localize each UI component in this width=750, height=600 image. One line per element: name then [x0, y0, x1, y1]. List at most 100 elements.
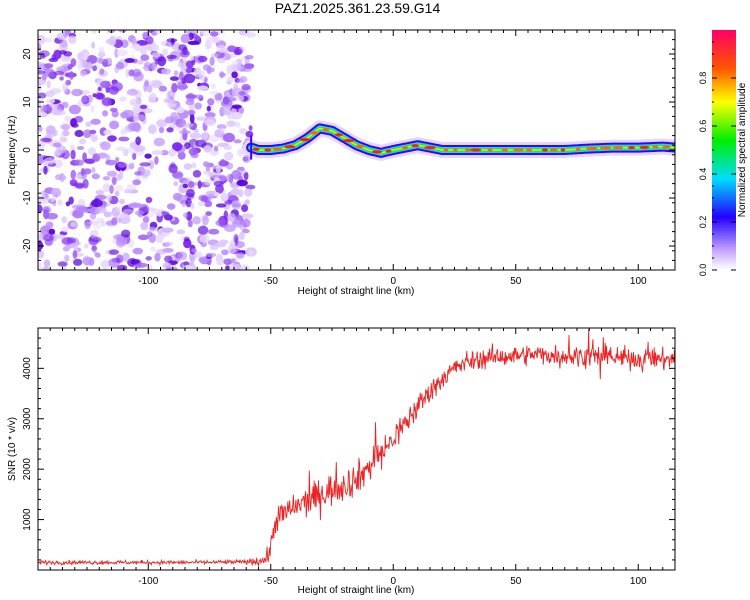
noise-blob [121, 229, 131, 238]
noise-blob [202, 130, 209, 141]
noise-blob [108, 36, 117, 46]
noise-blob [173, 70, 179, 76]
noise-blob [152, 44, 160, 52]
noise-blob [215, 219, 226, 227]
noise-blob [62, 124, 70, 131]
noise-blob [137, 234, 150, 241]
noise-blob [215, 99, 222, 104]
noise-blob [153, 137, 165, 147]
noise-blob [149, 160, 154, 170]
noise-blob [79, 138, 87, 145]
noise-blob [148, 264, 153, 270]
ridge-peak [411, 144, 419, 148]
noise-blob [144, 153, 152, 159]
noise-blob [188, 147, 198, 156]
noise-blob [212, 36, 222, 43]
noise-blob [221, 105, 233, 116]
noise-blob [116, 174, 121, 181]
noise-blob [57, 261, 68, 267]
noise-blob [132, 152, 137, 160]
noise-blob [143, 64, 152, 72]
ridge-peak [343, 139, 355, 143]
noise-blob [238, 91, 246, 96]
noise-blob [234, 263, 241, 270]
noise-blob [168, 149, 176, 157]
noise-blob [200, 195, 208, 202]
noise-blob [145, 256, 152, 261]
noise-blob [106, 170, 117, 177]
snr-plot-area [38, 329, 675, 567]
colorbar-label: Normalized spectral amplitude [737, 82, 748, 217]
colorbar-tick-label: 0.2 [698, 216, 708, 229]
y-tick-label: 20 [22, 48, 33, 60]
noise-blob [150, 246, 156, 252]
ridge-peak [464, 148, 471, 152]
noise-blob [52, 71, 65, 76]
ridge-peak [541, 148, 549, 152]
noise-blob [70, 58, 77, 67]
noise-blob [135, 136, 142, 146]
ridge-peak [443, 148, 449, 152]
noise-blob [214, 242, 226, 248]
noise-blob [116, 264, 128, 270]
noise-blob [189, 132, 202, 139]
noise-blob [196, 116, 208, 121]
noise-blob [140, 169, 151, 177]
noise-blob [231, 169, 242, 180]
noise-blob [216, 260, 224, 266]
noise-blob [202, 215, 210, 226]
noise-blob [209, 56, 215, 66]
noise-blob [157, 56, 167, 67]
noise-blob [67, 35, 77, 44]
noise-blob [43, 157, 56, 165]
noise-blob [115, 254, 124, 264]
noise-blob [219, 71, 225, 79]
noise-blob [111, 176, 117, 186]
ridge-peak [334, 133, 343, 137]
x-tick-label: 100 [630, 276, 647, 287]
noise-blob [204, 39, 212, 50]
snr-series-line [38, 329, 675, 567]
noise-blob [220, 159, 226, 166]
noise-blob [183, 73, 196, 84]
noise-blob [248, 125, 253, 131]
noise-blob [94, 92, 104, 100]
x-tick-label: 50 [510, 576, 522, 587]
colorbar-tick-label: 0.4 [698, 168, 708, 181]
noise-blob [185, 188, 195, 198]
noise-blob [142, 216, 150, 224]
noise-blob [115, 157, 120, 163]
noise-blob [38, 140, 46, 149]
noise-blob [216, 44, 227, 54]
noise-blob [191, 162, 197, 169]
noise-blob [197, 180, 202, 189]
noise-blob [204, 119, 216, 127]
noise-blob [43, 234, 54, 242]
colorbar-tick-label: 0.6 [698, 120, 708, 133]
noise-blob [79, 70, 87, 77]
noise-blob [129, 162, 135, 170]
noise-blob [166, 103, 176, 108]
noise-blob [240, 264, 250, 270]
x-tick-label: -50 [264, 276, 279, 287]
noise-blob [231, 258, 236, 264]
noise-blob [38, 126, 43, 132]
noise-blob [85, 121, 92, 127]
ridge-peak [599, 146, 612, 150]
noise-blob [213, 192, 220, 197]
noise-blob [97, 86, 102, 92]
ridge-peak [309, 131, 319, 135]
noise-blob [108, 86, 119, 95]
noise-blob [61, 216, 67, 224]
noise-blob [90, 118, 101, 125]
noise-blob [50, 197, 56, 202]
noise-blob [219, 127, 226, 132]
noise-blob [230, 112, 243, 120]
y-tick-label: -20 [22, 238, 33, 253]
noise-blob [38, 261, 43, 270]
noise-blob [132, 179, 141, 186]
noise-blob [59, 76, 64, 81]
noise-blob [102, 183, 111, 193]
noise-blob [237, 78, 244, 84]
noise-blob [208, 228, 220, 235]
